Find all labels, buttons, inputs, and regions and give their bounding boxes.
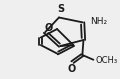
Text: S: S [58, 4, 65, 14]
Text: OCH₃: OCH₃ [96, 56, 118, 65]
Text: O: O [44, 23, 53, 33]
Text: NH₂: NH₂ [90, 17, 107, 26]
Text: O: O [67, 64, 75, 74]
